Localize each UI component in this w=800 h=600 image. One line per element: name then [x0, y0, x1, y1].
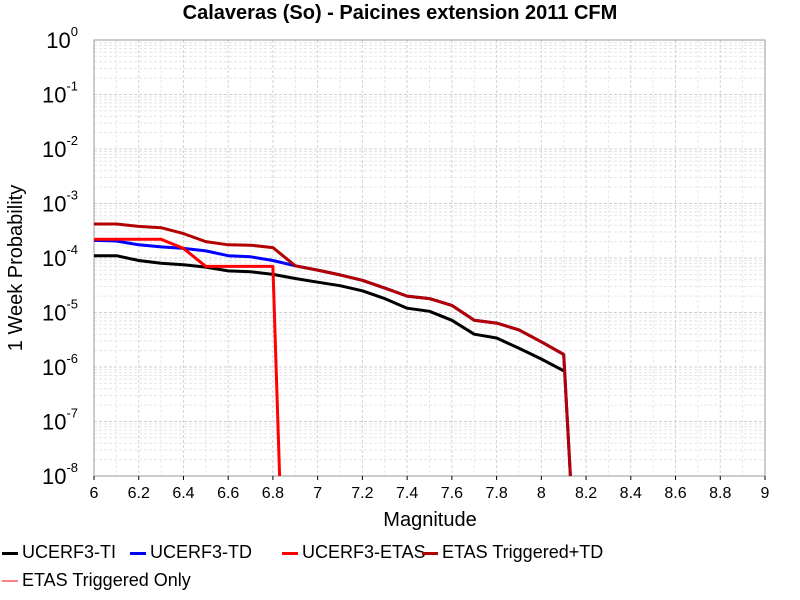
series-layer — [93, 222, 572, 477]
x-tick-label: 6.4 — [172, 485, 194, 502]
y-tick-label: 10-3 — [42, 188, 78, 217]
y-tick-label: 10-5 — [42, 297, 78, 326]
legend-swatch — [282, 551, 298, 555]
y-tick-base: 10 — [42, 192, 66, 217]
y-tick-exponent: -5 — [66, 297, 78, 312]
x-tick-label: 7.8 — [485, 485, 507, 502]
y-tick-base: 10 — [42, 137, 66, 162]
x-tick-label: 7.4 — [396, 485, 418, 502]
legend-label: ETAS Triggered Only — [22, 570, 191, 590]
y-tick-base: 10 — [42, 246, 66, 271]
x-tick-label: 6 — [90, 485, 99, 502]
y-tick-exponent: -1 — [66, 79, 78, 94]
legend-item: ETAS Triggered Only — [2, 570, 191, 591]
y-tick-base: 10 — [42, 301, 66, 326]
x-tick-label: 9 — [761, 485, 770, 502]
x-tick-label: 7.6 — [441, 485, 463, 502]
x-tick-label: 8 — [537, 485, 546, 502]
y-tick-label: 10-8 — [42, 460, 78, 489]
legend-swatch — [130, 551, 146, 555]
y-axis-label: 1 Week Probability — [5, 185, 27, 351]
x-tick-label: 6.2 — [128, 485, 150, 502]
legend: UCERF3-TI UCERF3-TD UCERF3-ETAS ETAS Trigge… — [0, 536, 800, 600]
y-tick-exponent: -8 — [66, 460, 78, 475]
y-tick-label: 10-7 — [42, 406, 78, 435]
y-tick-exponent: -2 — [66, 133, 78, 148]
legend-item: UCERF3-TI — [2, 542, 116, 563]
series-line-ucerf3-td — [93, 238, 572, 477]
x-tick-label: 6.6 — [217, 485, 239, 502]
y-tick-base: 10 — [42, 464, 66, 489]
x-axis-label: Magnitude — [383, 509, 476, 531]
chart-title: Calaveras (So) - Paicines extension 2011… — [183, 2, 618, 24]
y-tick-exponent: 0 — [71, 24, 78, 39]
x-tick-label: 8.4 — [620, 485, 642, 502]
x-tick-label: 7.2 — [351, 485, 373, 502]
legend-item: UCERF3-ETAS — [282, 542, 426, 563]
y-tick-exponent: -7 — [66, 406, 78, 421]
y-tick-label: 100 — [46, 24, 78, 53]
y-tick-label: 10-4 — [42, 242, 78, 271]
y-tick-exponent: -3 — [66, 188, 78, 203]
legend-swatch — [422, 551, 438, 555]
series-line-ucerf3-etas — [94, 237, 282, 477]
grid — [94, 40, 765, 477]
legend-item: ETAS Triggered+TD — [422, 542, 603, 563]
y-tick-label: 10-6 — [42, 351, 78, 380]
y-tick-exponent: -6 — [66, 351, 78, 366]
legend-label: UCERF3-TD — [150, 542, 252, 562]
legend-swatch — [2, 551, 18, 555]
x-tick-label: 8.6 — [664, 485, 686, 502]
y-tick-base: 10 — [42, 410, 66, 435]
legend-label: UCERF3-ETAS — [302, 542, 426, 562]
y-tick-base: 10 — [42, 83, 66, 108]
legend-item: UCERF3-TD — [130, 542, 252, 563]
x-tick-label: 8.2 — [575, 485, 597, 502]
legend-label: ETAS Triggered+TD — [442, 542, 604, 562]
plot-area — [93, 39, 766, 477]
x-tick-label: 6.8 — [262, 485, 284, 502]
legend-swatch — [2, 580, 18, 583]
y-tick-exponent: -4 — [66, 242, 78, 257]
y-tick-label: 10-1 — [42, 79, 78, 108]
y-tick-base: 10 — [46, 28, 70, 53]
x-tick-label: 8.8 — [709, 485, 731, 502]
x-tick-label: 7 — [313, 485, 322, 502]
y-tick-label: 10-2 — [42, 133, 78, 162]
y-tick-base: 10 — [42, 355, 66, 380]
chart: Calaveras (So) - Paicines extension 2011… — [5, 2, 770, 531]
series-line-etas-triggered-td — [94, 222, 572, 477]
x-axis-ticks: 6 6.2 6.4 6.6 6.8 7 7.2 7.4 7.6 7.8 8 8.2 8.4 8.6 8.8 9 — [90, 476, 770, 502]
legend-label: UCERF3-TI — [22, 542, 116, 562]
series-line-ucerf3-ti — [94, 254, 565, 373]
